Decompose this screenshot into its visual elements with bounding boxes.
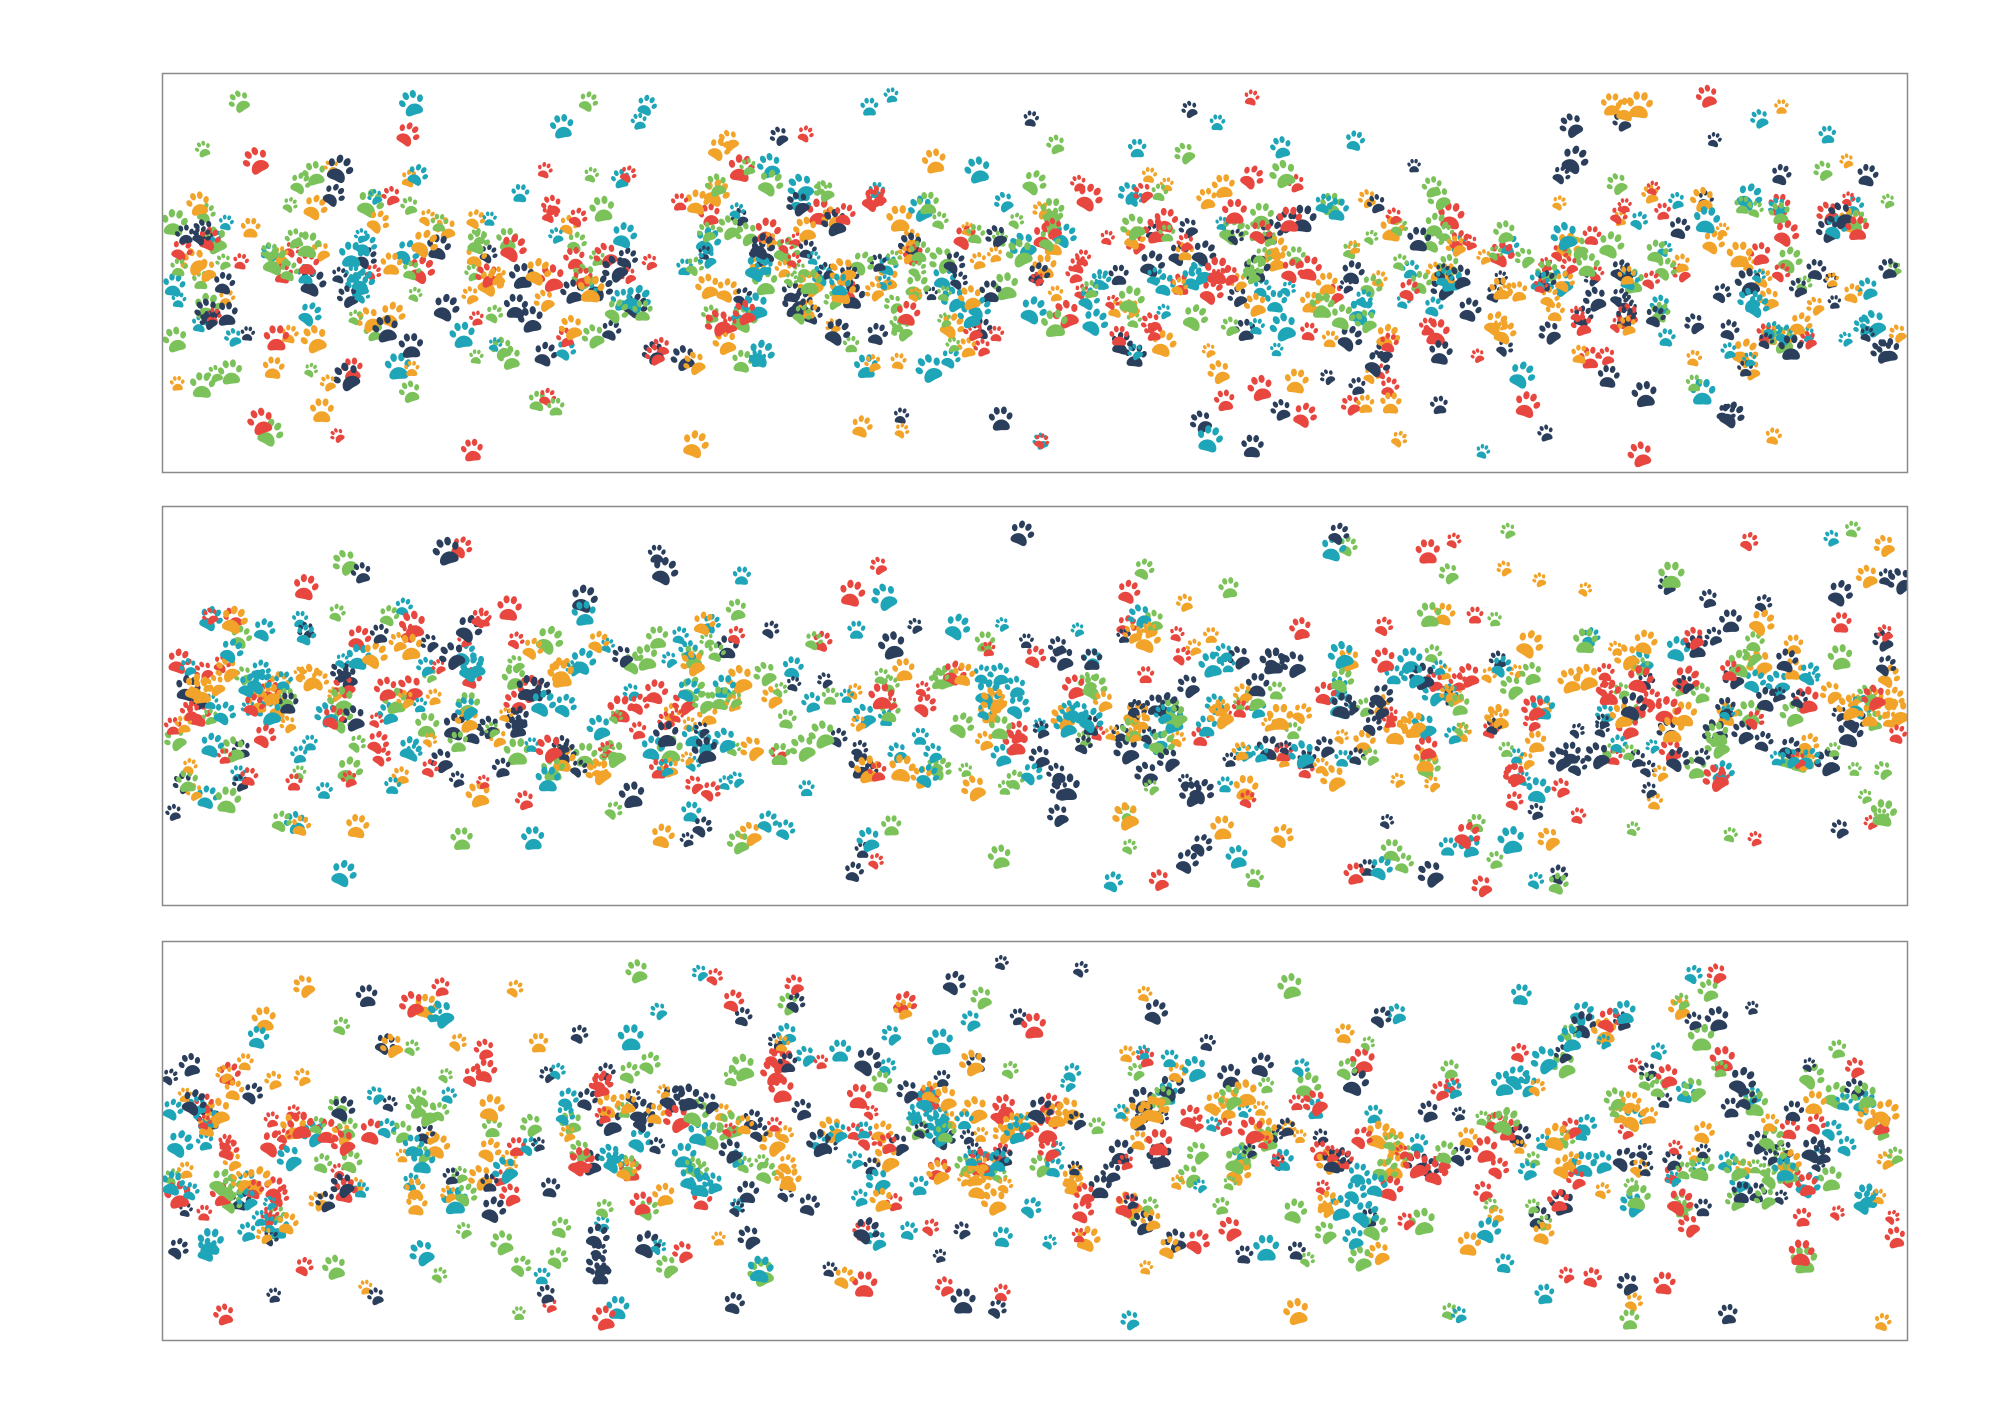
strip-border <box>161 505 1909 907</box>
strip-border <box>161 72 1909 474</box>
strip-border <box>161 940 1909 1342</box>
